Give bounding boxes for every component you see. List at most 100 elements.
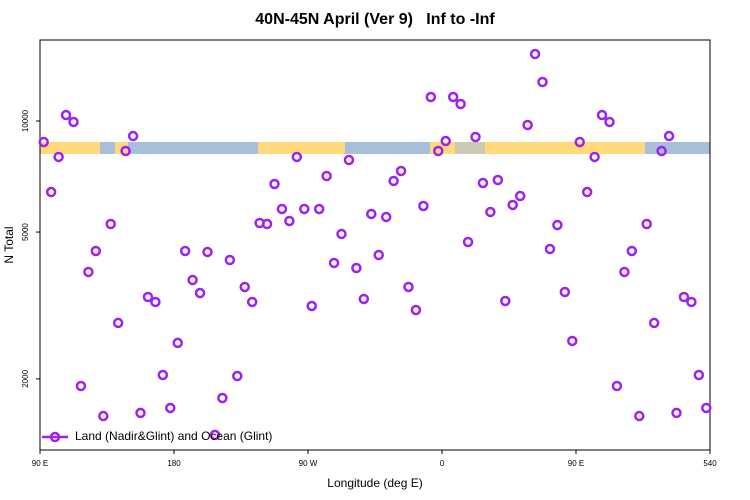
data-point: [202, 246, 213, 258]
data-point: [701, 402, 712, 414]
data-point: [299, 203, 310, 215]
data-point: [45, 186, 57, 198]
data-point: [388, 175, 399, 187]
data-point: [611, 380, 623, 392]
data-point: [648, 317, 660, 329]
x-tick-label: 90 W: [299, 459, 318, 468]
data-point: [60, 109, 72, 121]
data-point: [68, 116, 79, 128]
data-point: [239, 281, 250, 293]
data-point: [619, 266, 630, 278]
data-point: [447, 91, 459, 103]
data-point: [455, 98, 466, 110]
chart-title: 40N-45N April (Ver 9) Inf to -Inf: [255, 11, 495, 28]
data-point: [529, 48, 541, 60]
data-point: [470, 131, 481, 143]
data-point: [157, 369, 169, 381]
data-point: [477, 177, 489, 189]
legend-marker: [49, 431, 61, 443]
data-point: [589, 151, 600, 163]
data-point: [641, 218, 652, 230]
data-point: [656, 145, 667, 157]
data-point: [514, 190, 526, 202]
data-point: [261, 218, 273, 230]
data-point: [224, 254, 236, 266]
data-point: [150, 296, 161, 308]
data-point: [142, 291, 154, 303]
data-point: [83, 266, 94, 278]
data-point: [634, 410, 645, 422]
land-ocean-strip: [40, 142, 710, 154]
data-point: [98, 410, 109, 422]
data-point: [328, 257, 340, 269]
data-point: [380, 211, 392, 223]
data-point: [194, 287, 206, 299]
data-point: [693, 369, 705, 381]
data-point: [559, 286, 571, 298]
data-point: [626, 245, 638, 257]
y-tick-label: 5000: [21, 223, 30, 241]
data-point: [366, 208, 377, 220]
data-point: [671, 407, 682, 419]
data-point: [120, 145, 131, 157]
data-point: [38, 136, 49, 148]
data-point: [172, 337, 183, 349]
data-point: [604, 116, 615, 128]
data-point: [485, 206, 496, 218]
data-point: [343, 154, 355, 166]
x-tick-label: 90 E: [32, 459, 48, 468]
plot-frame: [39, 39, 711, 451]
data-point: [105, 218, 116, 230]
data-point: [306, 300, 317, 312]
x-axis-label: Longitude (deg E): [327, 476, 422, 490]
data-point: [507, 199, 518, 211]
data-point: [53, 151, 64, 163]
data-point: [522, 119, 533, 131]
data-point: [596, 109, 608, 121]
x-tick-label: 90 E: [568, 459, 584, 468]
data-point: [663, 130, 675, 142]
data-point: [90, 245, 102, 257]
x-tick-label: 180: [167, 459, 181, 468]
data-point: [492, 174, 504, 186]
data-point: [418, 200, 429, 212]
data-point: [440, 135, 451, 147]
data-point: [336, 228, 347, 240]
data-point: [686, 296, 697, 308]
data-point: [135, 407, 146, 419]
data-point: [165, 402, 176, 414]
data-point: [127, 130, 139, 142]
data-point: [537, 76, 548, 88]
data-point: [291, 151, 303, 163]
data-point: [567, 335, 578, 347]
data-point: [217, 392, 228, 404]
data-point: [187, 274, 198, 286]
legend-label: Land (Nadir&Glint) and Ocean (Glint): [75, 429, 272, 443]
data-point: [395, 165, 407, 177]
data-point: [209, 429, 221, 441]
data-point: [321, 170, 332, 182]
data-point: [581, 186, 593, 198]
data-point: [410, 304, 422, 316]
data-point: [313, 203, 325, 215]
data-point: [269, 178, 280, 190]
data-point: [373, 249, 384, 261]
data-point: [544, 243, 556, 255]
data-point: [574, 136, 585, 148]
data-point: [358, 293, 370, 305]
data-point: [425, 91, 437, 103]
data-point: [500, 295, 511, 307]
data-point: [433, 145, 444, 157]
x-tick-label: 0: [440, 459, 445, 468]
data-point: [462, 236, 474, 248]
y-tick-label: 2000: [21, 369, 30, 387]
y-axis-label: N Total: [2, 226, 16, 263]
y-tick-label: 10000: [21, 109, 30, 132]
data-point: [179, 245, 191, 257]
data-point: [232, 370, 243, 382]
data-point: [284, 215, 295, 227]
data-point: [246, 296, 258, 308]
data-point: [552, 219, 563, 231]
data-point: [351, 262, 362, 274]
